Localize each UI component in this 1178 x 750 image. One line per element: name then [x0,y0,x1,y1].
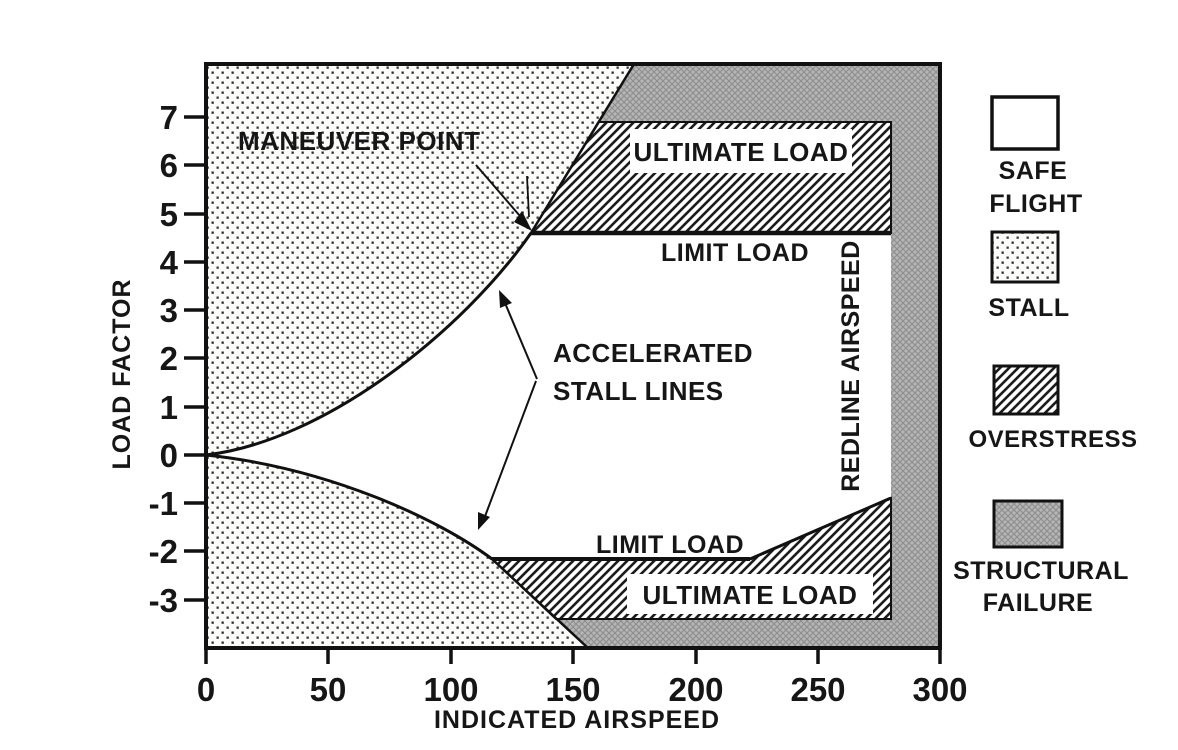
maneuver-point-arrow-line [475,164,527,224]
legend-swatch-structural-failure [992,499,1064,549]
positive-stall-curve [205,232,533,457]
stall-region-lower [206,455,588,648]
limit-load-bottom-label: LIMIT LOAD [596,531,744,559]
y-axis-title: LOAD FACTOR [108,278,136,469]
legend-swatch-safe-flight [990,95,1060,151]
plot-frame [204,62,942,650]
legend-label-structural: STRUCTURAL [953,557,1129,585]
legend-label-stall: STALL [988,294,1069,322]
x-tick-label: 50 [310,671,347,708]
y-tick-label: 2 [160,340,178,377]
ultimate-load-bottom-label: ULTIMATE LOAD [643,580,858,610]
y-tick-label: -1 [149,485,178,522]
ultimate-load-bottom-label-box [627,574,873,614]
y-tick-label: 7 [160,99,178,136]
x-tick-label: 300 [912,671,967,708]
stall-lines-arrow-upper [504,302,538,380]
y-axis-ticks [184,115,206,602]
stall-lines-arrow-lower [483,380,537,520]
maneuver-point-arrowhead-icon [514,211,532,231]
accelerated-stall-label-line2: STALL LINES [553,376,724,406]
x-tick-label: 250 [790,671,845,708]
ultimate-load-top-label-box [630,129,852,173]
structural-failure-region-top [599,64,940,122]
maneuver-point-arrow-tail [526,175,530,218]
redline-airspeed-label: REDLINE AIRSPEED [837,240,865,492]
legend-swatch-stall [990,230,1060,284]
legend: SAFE FLIGHT STALL OVERSTRESS STRUCTURAL … [953,95,1137,617]
y-tick-label: 1 [160,389,178,426]
positive-stall-extension-line [529,63,636,234]
ultimate-load-top-label: ULTIMATE LOAD [634,137,849,167]
negative-stall-extension-line [491,558,589,649]
x-tick-label: 200 [668,671,723,708]
x-tick-label: 150 [545,671,600,708]
x-tick-label: 0 [197,671,215,708]
legend-swatch-overstress [992,364,1060,416]
structural-failure-region-bottom [556,619,940,648]
y-tick-label: 3 [160,292,178,329]
y-tick-label: 0 [160,437,178,474]
legend-label-overstress: OVERSTRESS [968,426,1137,453]
maneuver-point-label: MANEUVER POINT [238,126,480,156]
legend-label-safe: SAFE [999,157,1068,185]
structural-failure-region-right [891,64,940,648]
stall-lines-arrowhead-lower-icon [478,512,490,530]
y-tick-label: 4 [160,244,179,281]
negative-stall-curve [205,453,493,561]
x-axis-tick-labels: 0 50 100 150 200 250 300 [197,671,968,708]
y-axis-tick-labels: 7 6 5 4 3 2 1 0 -1 -2 -3 [149,99,179,619]
legend-label-failure: FAILURE [983,589,1093,617]
y-tick-label: 6 [160,147,178,184]
y-tick-label: -3 [149,582,178,619]
y-tick-label: -2 [149,533,178,570]
limit-load-top-label: LIMIT LOAD [661,239,809,267]
legend-label-flight: FLIGHT [989,190,1082,218]
negative-limit-load-diagonal [749,496,892,561]
stall-lines-arrowhead-upper-icon [499,290,512,308]
accelerated-stall-label-line1: ACCELERATED [553,338,753,368]
y-tick-label: 5 [160,196,178,233]
x-tick-label: 100 [423,671,478,708]
x-axis-title: INDICATED AIRSPEED [434,706,720,734]
stall-region-upper [206,64,634,455]
x-axis-ticks [204,648,942,664]
